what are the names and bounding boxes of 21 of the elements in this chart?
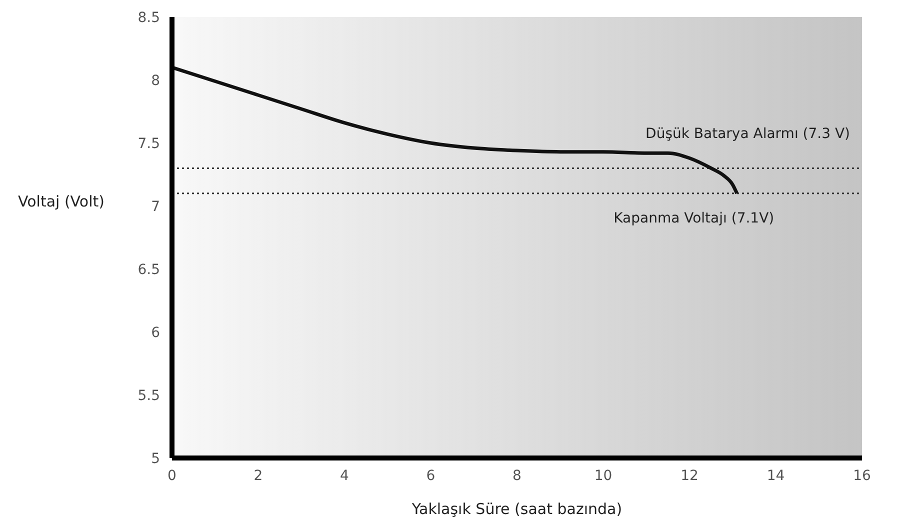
x-tick-label: 2 [254,468,263,484]
x-tick-label: 0 [168,468,176,484]
x-axis-title: Yaklaşık Süre (saat bazında) [410,500,622,518]
x-tick-label: 4 [340,468,350,484]
y-tick-label: 8 [151,72,160,89]
x-tick-label: 10 [594,468,612,484]
y-tick-label: 6.5 [138,262,160,278]
x-tick-label: 6 [426,468,436,484]
y-axis-title: Voltaj (Volt) [18,192,104,211]
y-tick-label: 5 [151,450,160,467]
x-tick-label: 14 [766,468,785,484]
y-tick-label: 5.5 [138,388,160,404]
x-tick-label: 12 [680,468,698,484]
y-tick-label: 8.5 [138,10,160,26]
y-tick-label: 7 [151,198,160,215]
y-tick-label: 7.5 [138,136,160,152]
ref-line-label: Düşük Batarya Alarmı (7.3 V) [646,126,850,142]
y-tick-label: 6 [151,324,160,341]
x-tick-label: 8 [512,468,522,484]
ref-line-label: Kapanma Voltajı (7.1V) [614,210,774,226]
x-tick-label: 16 [853,468,871,484]
